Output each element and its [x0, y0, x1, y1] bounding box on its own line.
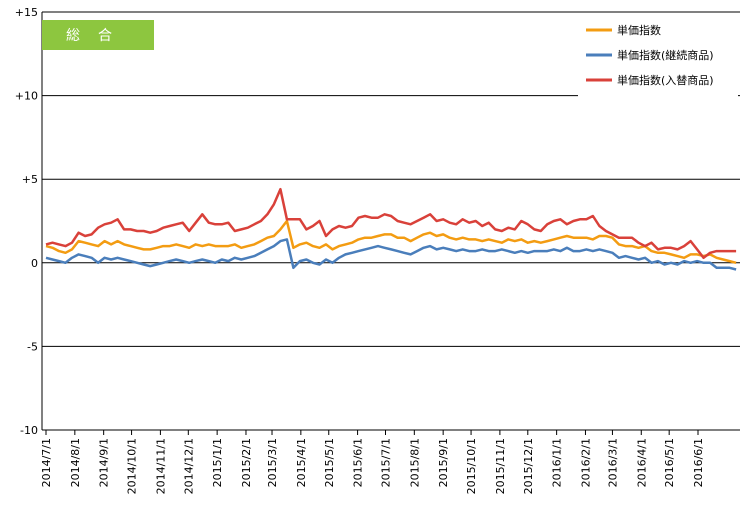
legend-label-replaced-products: 単価指数(入替商品) [617, 73, 714, 87]
x-tick-label: 2015/12/1 [522, 438, 535, 494]
x-tick-label: 2015/2/1 [240, 438, 253, 487]
series-line-continuing-products [45, 238, 737, 271]
legend: 単価指数 単価指数(継続商品) 単価指数(入替商品) [578, 14, 738, 98]
x-tick-label: 2016/2/1 [579, 438, 592, 487]
y-tick-label: -10 [20, 424, 38, 437]
x-tick-label: 2016/1/1 [551, 438, 564, 487]
y-tick-label: +5 [22, 173, 38, 186]
y-tick-label: +10 [15, 90, 38, 103]
x-tick-label: 2014/8/1 [69, 438, 82, 487]
x-tick-label: 2015/5/1 [323, 438, 336, 487]
x-tick-label: 2014/11/1 [154, 438, 167, 494]
x-tick-label: 2014/9/1 [98, 438, 111, 487]
x-tick-label: 2015/6/1 [352, 438, 365, 487]
x-tick-label: 2014/7/1 [40, 438, 53, 487]
series-line-replaced-products [45, 187, 737, 260]
x-tick-label: 2015/11/1 [494, 438, 507, 494]
y-tick-label: +15 [15, 6, 38, 19]
series-line-unit-index [45, 219, 737, 265]
y-axis: +15 +10 +5 0 -5 -10 [15, 6, 43, 437]
badge-background [42, 20, 154, 50]
x-tick-label: 2015/9/1 [437, 438, 450, 487]
legend-label-unit-index: 単価指数 [617, 23, 661, 37]
x-tick-label: 2016/4/1 [635, 438, 648, 487]
x-tick-label: 2016/6/1 [692, 438, 705, 487]
x-tick-label: 2015/10/1 [465, 438, 478, 494]
x-tick-label: 2016/5/1 [663, 438, 676, 487]
x-tick-label: 2015/1/1 [211, 438, 224, 487]
x-tick-label: 2015/7/1 [379, 438, 392, 487]
x-tick-label: 2014/12/1 [182, 438, 195, 494]
y-tick-label: 0 [31, 257, 38, 270]
badge-label: 総合 [66, 28, 130, 44]
category-badge: 総合 [42, 20, 154, 50]
legend-label-continuing-products: 単価指数(継続商品) [617, 48, 714, 62]
y-tick-label: -5 [27, 340, 38, 353]
x-tick-label: 2014/10/1 [126, 438, 139, 494]
series-lines [45, 187, 737, 271]
x-tick-label: 2016/3/1 [606, 438, 619, 487]
x-axis: 2014/7/1 2014/8/1 2014/9/1 2014/10/1 2014/11… [40, 430, 705, 494]
x-tick-label: 2015/8/1 [408, 438, 421, 487]
x-tick-label: 2015/3/1 [266, 438, 279, 487]
x-tick-label: 2015/4/1 [295, 438, 308, 487]
